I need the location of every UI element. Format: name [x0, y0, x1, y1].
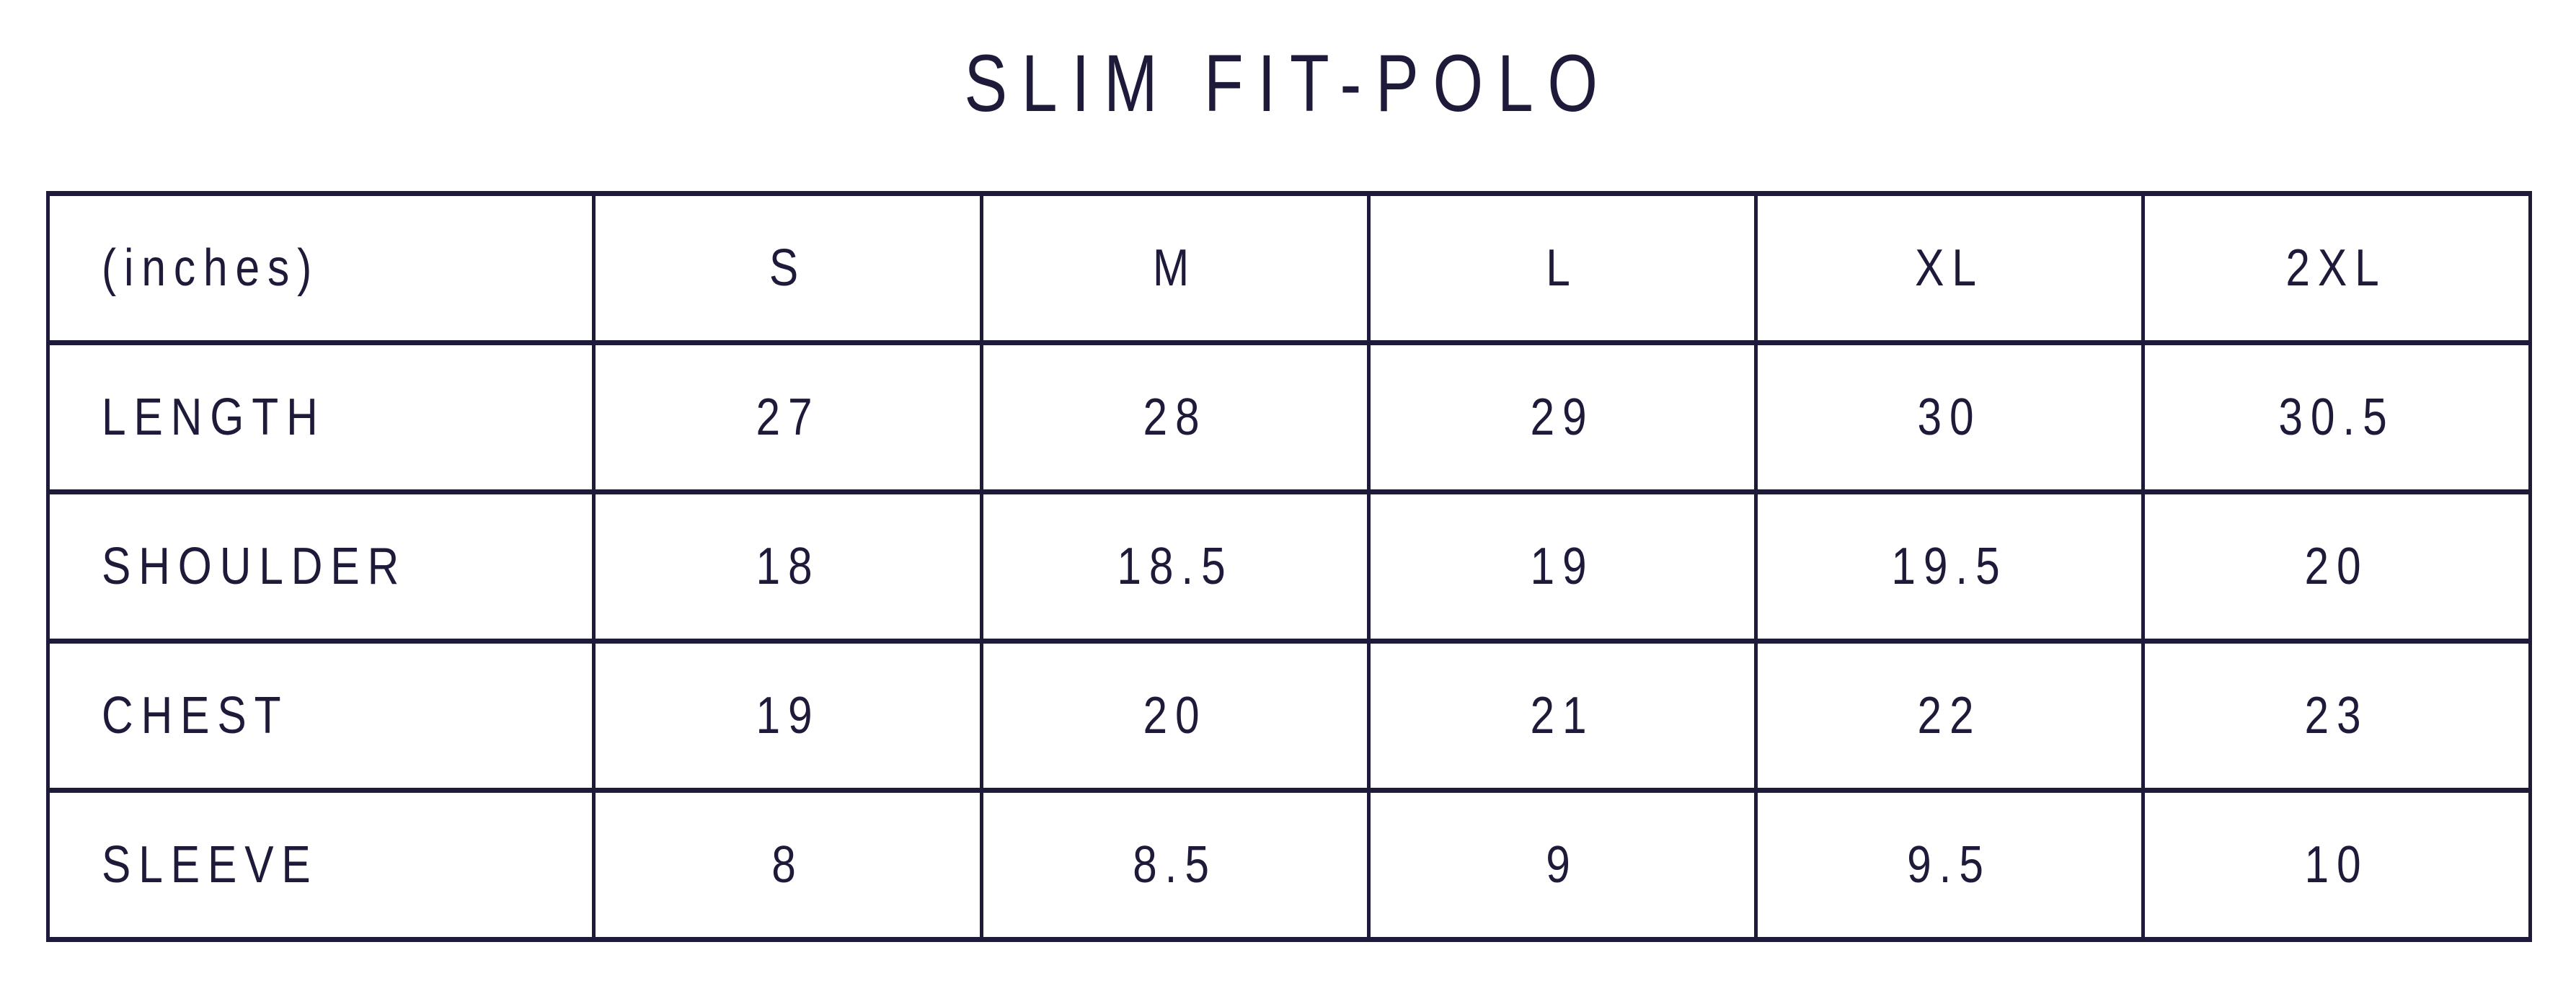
cell-length-m-text: 28: [1143, 388, 1208, 446]
cell-sleeve-m: 8.5: [979, 788, 1371, 942]
header-cell-s-text: S: [769, 239, 807, 297]
cell-length-m: 28: [979, 340, 1371, 494]
cell-shoulder-2xl: 20: [2141, 489, 2533, 644]
cell-chest-s-text: 19: [755, 687, 820, 745]
cell-sleeve-s-text: 8: [771, 836, 804, 894]
cell-chest-2xl-text: 23: [2304, 687, 2369, 745]
cell-chest-l: 21: [1366, 639, 1758, 793]
cell-length-s-text: 27: [755, 388, 820, 446]
row-label-length-text: LENGTH: [102, 388, 326, 446]
cell-sleeve-l-text: 9: [1546, 836, 1578, 894]
cell-chest-m: 20: [979, 639, 1371, 793]
header-cell-l: L: [1366, 191, 1758, 345]
table-row-shoulder: SHOULDER 18 18.5 19 19.5 20: [45, 489, 2533, 644]
row-label-length: LENGTH: [45, 340, 596, 494]
cell-length-l: 29: [1366, 340, 1758, 494]
cell-shoulder-l: 19: [1366, 489, 1758, 644]
table-header-row: (inches) S M L XL 2XL: [45, 191, 2533, 345]
cell-chest-2xl: 23: [2141, 639, 2533, 793]
cell-sleeve-s: 8: [592, 788, 983, 942]
cell-sleeve-xl: 9.5: [1753, 788, 2145, 942]
header-cell-2xl: 2XL: [2141, 191, 2533, 345]
cell-sleeve-xl-text: 9.5: [1907, 836, 1992, 894]
header-cell-2xl-text: 2XL: [2285, 239, 2388, 297]
page-title: SLIM FIT-POLO: [0, 37, 2576, 130]
row-label-sleeve: SLEEVE: [45, 788, 596, 942]
header-cell-xl-text: XL: [1914, 239, 1984, 297]
cell-chest-s: 19: [592, 639, 983, 793]
cell-length-2xl-text: 30.5: [2278, 388, 2395, 446]
cell-shoulder-xl-text: 19.5: [1891, 538, 2008, 595]
cell-shoulder-2xl-text: 20: [2304, 538, 2369, 595]
page-title-text: SLIM FIT-POLO: [964, 38, 1612, 128]
header-cell-inches-text: (inches): [102, 239, 320, 297]
cell-length-s: 27: [592, 340, 983, 494]
cell-length-2xl: 30.5: [2141, 340, 2533, 494]
cell-sleeve-2xl-text: 10: [2304, 836, 2369, 894]
row-label-shoulder-text: SHOULDER: [102, 538, 407, 595]
header-cell-m-text: M: [1152, 239, 1198, 297]
size-chart-table: (inches) S M L XL 2XL LENGTH 27 28 29 30…: [45, 191, 2533, 942]
row-label-shoulder: SHOULDER: [45, 489, 596, 644]
cell-shoulder-m-text: 18.5: [1116, 538, 1234, 595]
header-cell-m: M: [979, 191, 1371, 345]
cell-length-xl-text: 30: [1917, 388, 1982, 446]
cell-shoulder-s-text: 18: [755, 538, 820, 595]
header-cell-l-text: L: [1546, 239, 1578, 297]
cell-chest-l-text: 21: [1530, 687, 1595, 745]
header-cell-xl: XL: [1753, 191, 2145, 345]
header-cell-s: S: [592, 191, 983, 345]
header-cell-inches: (inches): [45, 191, 596, 345]
row-label-chest: CHEST: [45, 639, 596, 793]
cell-shoulder-s: 18: [592, 489, 983, 644]
row-label-sleeve-text: SLEEVE: [102, 836, 319, 894]
cell-sleeve-m-text: 8.5: [1133, 836, 1217, 894]
cell-chest-xl: 22: [1753, 639, 2145, 793]
table-row-chest: CHEST 19 20 21 22 23: [45, 639, 2533, 793]
table-row-length: LENGTH 27 28 29 30 30.5: [45, 340, 2533, 494]
cell-sleeve-2xl: 10: [2141, 788, 2533, 942]
cell-shoulder-xl: 19.5: [1753, 489, 2145, 644]
cell-chest-m-text: 20: [1143, 687, 1208, 745]
cell-shoulder-l-text: 19: [1530, 538, 1595, 595]
cell-length-l-text: 29: [1530, 388, 1595, 446]
cell-shoulder-m: 18.5: [979, 489, 1371, 644]
cell-length-xl: 30: [1753, 340, 2145, 494]
table-row-sleeve: SLEEVE 8 8.5 9 9.5 10: [45, 788, 2533, 942]
cell-chest-xl-text: 22: [1917, 687, 1982, 745]
row-label-chest-text: CHEST: [102, 687, 289, 745]
cell-sleeve-l: 9: [1366, 788, 1758, 942]
